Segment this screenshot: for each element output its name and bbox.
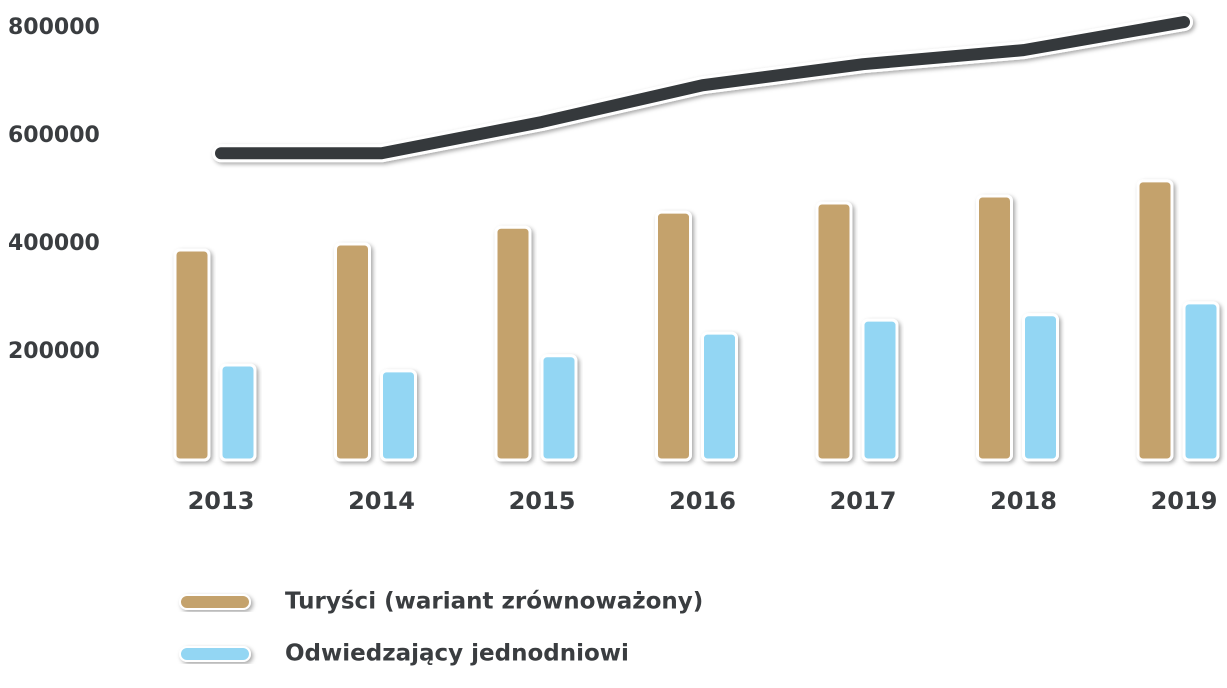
legend-swatch — [179, 594, 251, 610]
bar — [173, 248, 211, 462]
legend-label: Odwiedzający jednodniowi — [285, 641, 629, 667]
y-tick-label: 800000 — [8, 15, 100, 40]
bar — [540, 354, 578, 462]
bar — [334, 242, 371, 462]
bar — [861, 318, 899, 462]
bar — [1182, 301, 1220, 462]
legend-label: Turyści (wariant zrównoważony) — [285, 589, 703, 615]
x-tick-label: 2017 — [830, 487, 897, 515]
bar — [219, 363, 257, 462]
y-tick-label: 600000 — [8, 123, 100, 148]
x-tick-label: 2019 — [1151, 487, 1218, 515]
y-tick-label: 400000 — [8, 231, 100, 256]
bar — [701, 331, 738, 462]
x-tick-label: 2013 — [188, 487, 255, 515]
bar — [1022, 313, 1059, 462]
bar — [815, 201, 853, 462]
bar — [976, 194, 1013, 462]
bar — [1136, 179, 1174, 462]
bar — [380, 369, 417, 462]
x-tick-label: 2014 — [348, 487, 415, 515]
bar — [655, 210, 692, 462]
x-tick-label: 2018 — [990, 487, 1057, 515]
bar — [494, 225, 532, 462]
y-tick-label: 200000 — [8, 339, 100, 364]
legend-swatch — [179, 646, 251, 662]
line — [215, 16, 1190, 160]
x-tick-label: 2015 — [509, 487, 576, 515]
x-tick-label: 2016 — [669, 487, 736, 515]
